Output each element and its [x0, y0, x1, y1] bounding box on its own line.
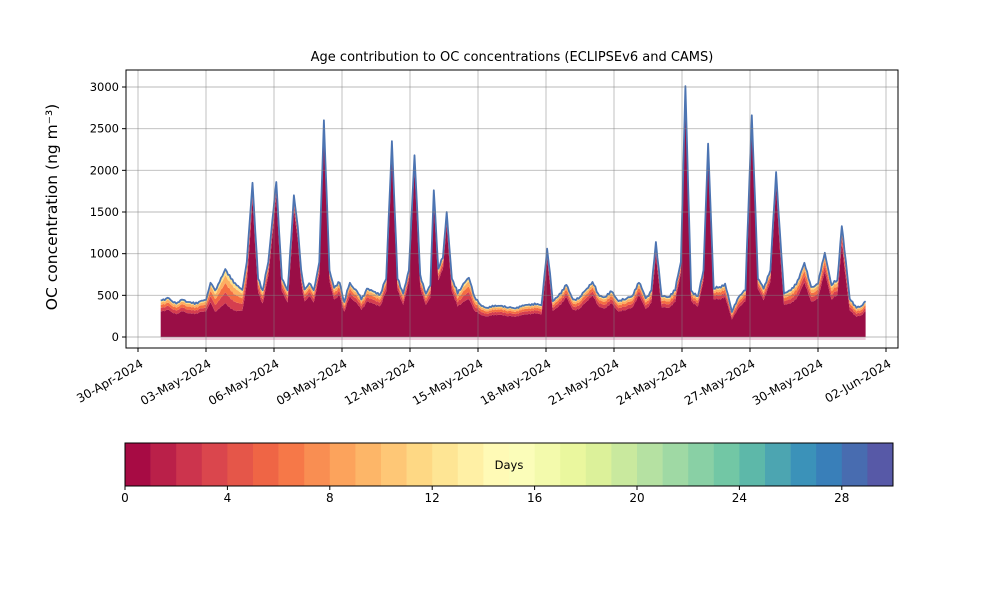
colorbar-tick-label: 0	[121, 491, 129, 505]
colorbar-segment	[790, 443, 817, 486]
colorbar-segment	[841, 443, 868, 486]
colorbar-segment	[176, 443, 203, 486]
colorbar-segment	[432, 443, 459, 486]
colorbar-segment	[406, 443, 433, 486]
colorbar-segment	[329, 443, 356, 486]
y-tick-label: 2000	[90, 163, 119, 177]
y-tick-label: 1000	[90, 247, 119, 261]
colorbar-tick-label: 12	[425, 491, 440, 505]
colorbar-segment	[816, 443, 843, 486]
colorbar: 0 4 8 12 16 20 24 28	[121, 442, 894, 505]
aged-band-red	[160, 94, 866, 320]
colorbar-tick-label: 20	[629, 491, 644, 505]
colorbar-tick-label: 28	[834, 491, 849, 505]
colorbar-segment	[125, 443, 151, 486]
colorbar-segment	[713, 443, 740, 486]
chart-title: Age contribution to OC concentrations (E…	[311, 50, 714, 65]
colorbar-segment	[509, 443, 535, 486]
colorbar-segment	[201, 443, 228, 486]
colorbar-segment	[150, 443, 177, 486]
colorbar-segment	[278, 443, 305, 486]
colorbar-segment	[227, 443, 254, 486]
colorbar-segment	[534, 443, 561, 486]
colorbar-segment	[381, 443, 407, 486]
colorbar-segment	[688, 443, 715, 486]
axis-spine	[125, 69, 899, 349]
colorbar-segment	[457, 443, 484, 486]
colorbar-tick-label: 16	[527, 491, 542, 505]
colorbar-segment	[253, 443, 279, 486]
colorbar-segment	[304, 443, 331, 486]
colorbar-segment	[483, 443, 510, 486]
colorbar-tick-label: 4	[224, 491, 232, 505]
colorbar-label: Days	[495, 458, 524, 472]
colorbar-segment	[637, 443, 663, 486]
grid-layer	[126, 70, 898, 348]
colorbar-segment	[355, 443, 382, 486]
axes-layer	[122, 69, 899, 352]
colorbar-border	[124, 442, 894, 487]
colorbar-segment	[662, 443, 689, 486]
colorbar-segment	[765, 443, 791, 486]
y-tick-label: 3000	[90, 80, 119, 94]
y-tick-label: 2500	[90, 122, 119, 136]
colorbar-segment	[585, 443, 612, 486]
colorbar-segment	[739, 443, 766, 486]
y-tick-label: 1500	[90, 205, 119, 219]
colorbar-segment	[867, 443, 894, 486]
aged-band-orange	[160, 91, 866, 318]
colorbar-segment	[611, 443, 638, 486]
baseline-strip	[160, 337, 866, 340]
y-tick-label: 500	[97, 288, 119, 302]
y-tick-label: 0	[112, 330, 119, 344]
y-axis-label: OC concentration (ng m⁻³)	[43, 104, 61, 310]
young-age-area	[160, 98, 866, 337]
colorbar-tick-label: 24	[732, 491, 747, 505]
colorbar-segment	[560, 443, 587, 486]
colorbar-tick-label: 8	[326, 491, 334, 505]
